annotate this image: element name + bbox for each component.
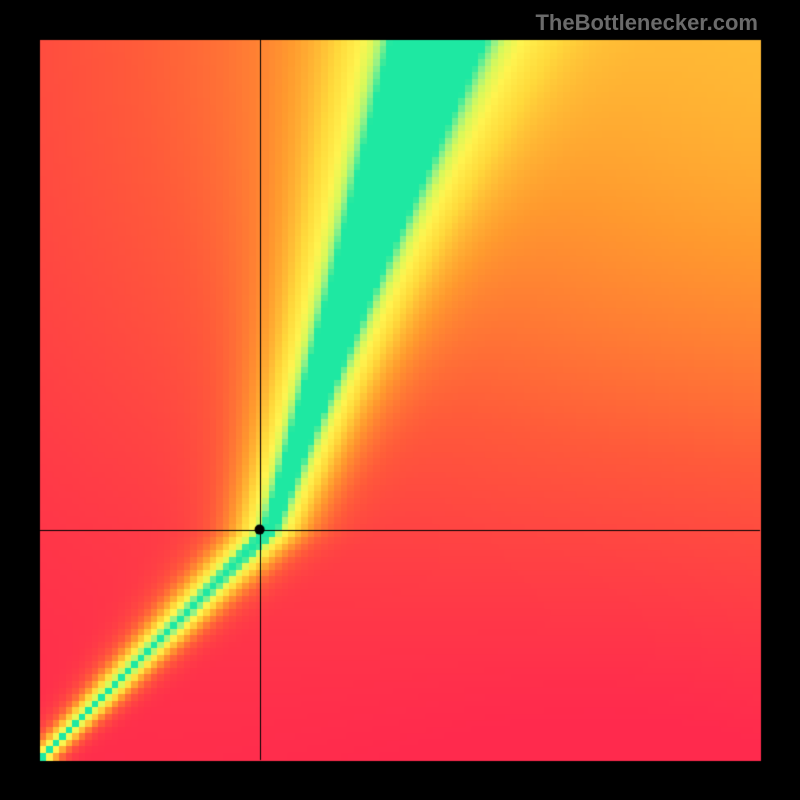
- bottleneck-heatmap: [0, 0, 800, 800]
- watermark-label: TheBottlenecker.com: [535, 10, 758, 36]
- chart-container: TheBottlenecker.com: [0, 0, 800, 800]
